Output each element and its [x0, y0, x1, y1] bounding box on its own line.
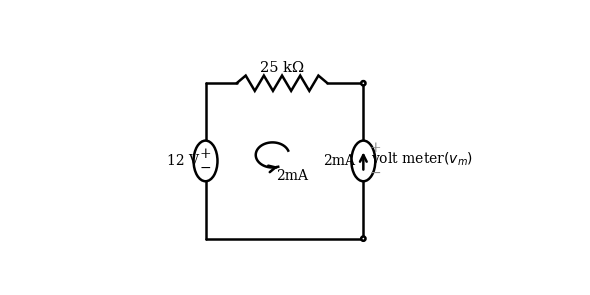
Text: 2mA: 2mA	[276, 169, 308, 183]
Text: 2mA: 2mA	[323, 154, 355, 168]
Circle shape	[361, 81, 365, 85]
Text: volt meter$(v_m)$: volt meter$(v_m)$	[371, 151, 473, 168]
Text: +: +	[369, 142, 381, 155]
Ellipse shape	[194, 141, 218, 181]
Text: −: −	[200, 160, 211, 175]
Text: 25 kΩ: 25 kΩ	[260, 61, 304, 75]
Text: −: −	[369, 166, 381, 180]
Text: 12 V: 12 V	[167, 154, 199, 168]
Circle shape	[361, 237, 365, 241]
Text: +: +	[200, 147, 211, 161]
Ellipse shape	[352, 141, 375, 181]
